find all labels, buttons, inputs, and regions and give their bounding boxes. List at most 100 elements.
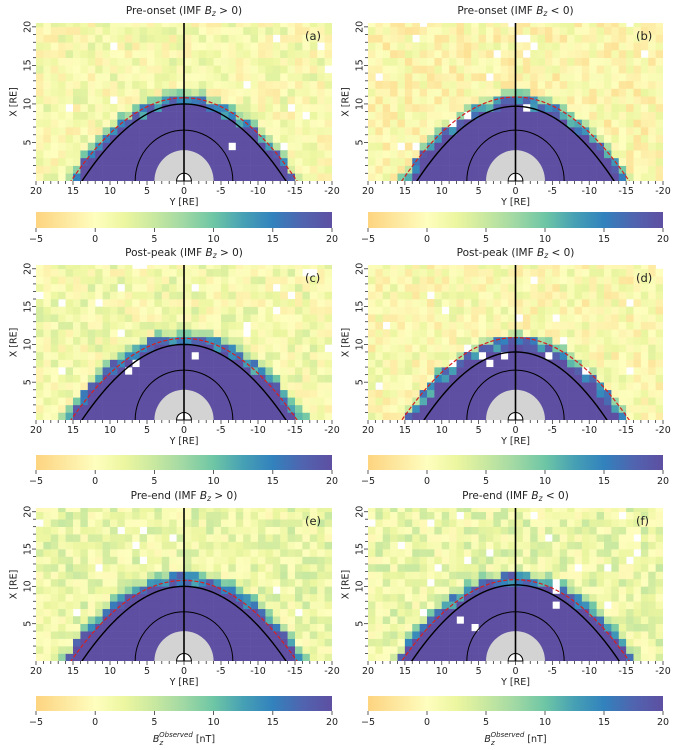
heatmap-cell: [419, 534, 428, 542]
heatmap-cell: [434, 65, 443, 74]
heatmap-cell: [427, 359, 435, 368]
heatmap-cell: [611, 367, 620, 375]
heatmap-cell: [478, 283, 487, 292]
heatmap-cell: [132, 374, 140, 383]
heatmap-cell: [302, 601, 311, 610]
heatmap-cell: [412, 511, 420, 520]
heatmap-cell: [434, 111, 443, 120]
heatmap-cell: [154, 549, 163, 557]
heatmap-cell: [73, 127, 81, 136]
heatmap-cell: [567, 142, 575, 151]
heatmap-cell: [604, 382, 612, 391]
heatmap-cell: [419, 276, 428, 285]
heatmap-cell: [404, 563, 413, 572]
heatmap-cell: [324, 534, 332, 542]
heatmap-cell: [228, 26, 237, 35]
heatmap-cell: [309, 150, 318, 159]
heatmap-cell: [302, 157, 311, 166]
heatmap-cell: [184, 42, 192, 51]
heatmap-cell: [375, 276, 384, 285]
heatmap-cell: [419, 321, 428, 330]
heatmap-cell: [515, 111, 524, 120]
heatmap-cell: [295, 299, 303, 307]
heatmap-cell: [302, 299, 311, 307]
heatmap-cell: [522, 111, 531, 120]
heatmap-cell: [87, 593, 96, 602]
heatmap-cell: [287, 314, 296, 323]
heatmap-cell: [87, 578, 96, 587]
heatmap-cell: [626, 111, 634, 120]
heatmap-cell: [50, 291, 59, 300]
heatmap-cell: [87, 389, 96, 398]
heatmap-cell: [287, 88, 296, 97]
heatmap-cell: [419, 359, 428, 368]
heatmap-cell: [537, 80, 546, 89]
heatmap-cell: [161, 26, 170, 35]
x-tick-label: 0: [512, 186, 518, 197]
heatmap-cell: [295, 103, 303, 112]
heatmap-cell: [412, 42, 420, 51]
heatmap-cell: [522, 80, 531, 89]
heatmap-cell: [176, 314, 185, 323]
heatmap-cell: [427, 623, 435, 632]
heatmap-cell: [65, 276, 74, 285]
heatmap-cell: [258, 314, 266, 323]
heatmap-cell: [228, 321, 237, 330]
heatmap-cell: [324, 653, 332, 661]
heatmap-cell: [309, 23, 318, 28]
heatmap-cell: [449, 42, 457, 51]
heatmap-cell: [110, 608, 118, 617]
heatmap-cell: [124, 511, 133, 520]
heatmap-cell: [235, 336, 244, 345]
heatmap-cell: [640, 23, 649, 28]
heatmap-cell: [368, 534, 376, 542]
heatmap-cell: [280, 359, 288, 368]
heatmap-cell: [250, 511, 259, 520]
heatmap-cell: [441, 276, 450, 285]
heatmap-cell: [441, 314, 450, 323]
heatmap-cell: [309, 374, 318, 383]
heatmap-cell: [463, 299, 472, 307]
heatmap-cell: [493, 321, 502, 330]
heatmap-cell: [221, 150, 229, 159]
heatmap-cell: [265, 601, 274, 610]
heatmap-cell: [124, 608, 133, 617]
heatmap-cell: [500, 265, 509, 270]
heatmap-cell: [139, 578, 148, 587]
heatmap-cell: [640, 306, 649, 315]
heatmap-cell: [302, 165, 311, 174]
heatmap-cell: [302, 563, 311, 572]
heatmap-cell: [478, 23, 487, 28]
heatmap-cell: [655, 382, 663, 391]
heatmap-cell: [250, 608, 259, 617]
heatmap-cell: [427, 57, 435, 66]
heatmap-cell: [382, 608, 391, 617]
heatmap-cell: [139, 276, 148, 285]
heatmap-cell: [80, 119, 89, 128]
heatmap-cell: [404, 111, 413, 120]
heatmap-cell: [147, 150, 155, 159]
heatmap-cell: [471, 119, 479, 128]
heatmap-cell: [486, 329, 494, 338]
heatmap-cell: [508, 359, 516, 368]
heatmap-cell: [287, 336, 296, 345]
heatmap-cell: [515, 23, 524, 28]
title-suffix: > 0): [217, 247, 243, 259]
heatmap-cell: [280, 321, 288, 330]
heatmap-cell: [515, 96, 524, 105]
heatmap-cell: [604, 404, 612, 413]
heatmap-cell: [434, 34, 443, 43]
heatmap-cell: [198, 276, 207, 285]
heatmap-cell: [515, 329, 524, 338]
heatmap-cell: [596, 127, 605, 136]
heatmap-cell: [302, 623, 311, 632]
heatmap-cell: [368, 42, 376, 51]
heatmap-cell: [184, 268, 192, 277]
heatmap-cell: [449, 23, 457, 28]
heatmap-cell: [117, 631, 126, 639]
heatmap-cell: [58, 73, 66, 82]
heatmap-cell: [478, 389, 487, 398]
heatmap-cell: [258, 42, 266, 51]
heatmap-cell: [265, 34, 274, 43]
heatmap-cell: [250, 359, 259, 368]
